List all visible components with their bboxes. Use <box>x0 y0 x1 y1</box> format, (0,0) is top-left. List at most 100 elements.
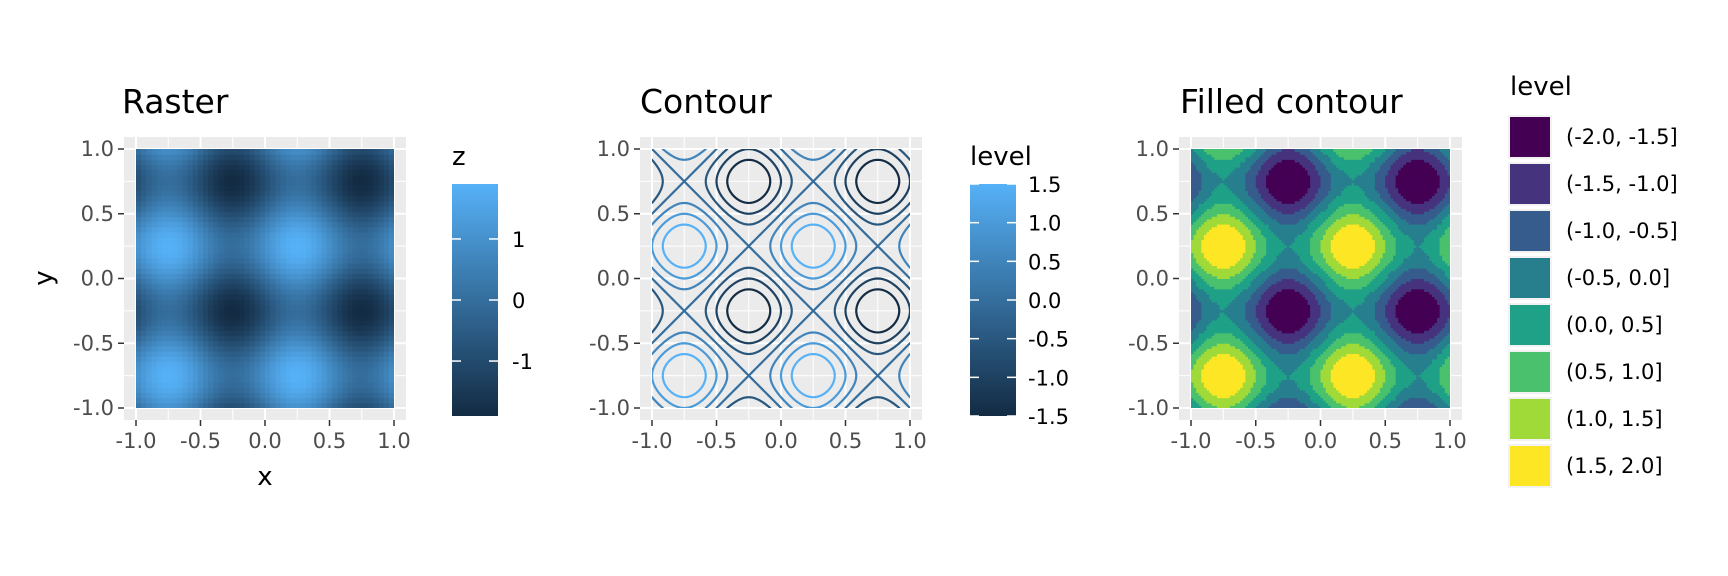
filled-cell <box>1203 151 1208 155</box>
filled-cell <box>1219 237 1223 241</box>
filled-cell <box>1245 255 1249 259</box>
raster-cell <box>213 159 220 166</box>
raster-cell <box>161 278 168 285</box>
filled-cell <box>1216 278 1220 282</box>
raster-cell <box>136 382 142 388</box>
filled-cell <box>1229 348 1233 352</box>
filled-cell <box>1203 213 1208 217</box>
filled-cell <box>1216 185 1220 189</box>
raster-cell <box>311 356 318 362</box>
raster-cell <box>254 252 261 259</box>
filled-cell <box>1227 395 1231 399</box>
filled-cell <box>1242 330 1246 334</box>
filled-cell <box>1224 193 1228 197</box>
raster-cell <box>306 169 313 176</box>
filled-cell <box>1242 174 1246 178</box>
filled-cell <box>1224 405 1228 408</box>
raster-cell <box>280 376 287 383</box>
raster-cell <box>373 309 380 316</box>
filled-cell <box>1232 306 1236 311</box>
raster-cell <box>337 351 343 357</box>
filled-cell <box>1227 180 1231 184</box>
filled-cell <box>1203 314 1208 318</box>
filled-cell <box>1219 164 1223 168</box>
raster-cell <box>177 190 184 197</box>
filled-cell <box>1235 361 1239 365</box>
raster-cell <box>321 309 328 316</box>
filled-cell <box>1201 231 1205 235</box>
filled-cell <box>1232 159 1236 163</box>
filled-cell <box>1247 338 1252 342</box>
filled-cell <box>1229 286 1233 290</box>
raster-cell <box>249 268 256 274</box>
filled-cell <box>1216 327 1220 331</box>
filled-cell <box>1216 384 1220 388</box>
filled-cell <box>1237 250 1241 254</box>
raster-cell <box>254 278 261 285</box>
raster-cell <box>311 314 318 321</box>
raster-cell <box>218 371 225 378</box>
filled-cell <box>1209 384 1213 388</box>
raster-cell <box>249 299 256 305</box>
filled-cell <box>1227 286 1231 290</box>
raster-cell <box>182 304 189 311</box>
raster-cell <box>378 314 385 321</box>
raster-cell <box>166 361 173 368</box>
filled-cell <box>1216 273 1220 277</box>
filled-cell <box>1247 213 1252 217</box>
filled-cell <box>1245 281 1249 285</box>
filled-cell <box>1247 169 1252 173</box>
filled-cell <box>1203 361 1208 365</box>
filled-cell <box>1203 291 1208 295</box>
raster-cell <box>373 382 380 388</box>
raster-cell <box>378 335 385 342</box>
filled-cell <box>1201 397 1205 401</box>
filled-cell <box>1222 330 1226 334</box>
filled-cell <box>1196 317 1200 321</box>
filled-cell <box>1229 260 1233 264</box>
filled-cell <box>1216 376 1220 381</box>
raster-cell <box>285 392 292 399</box>
filled-cell <box>1245 327 1249 331</box>
raster-cell <box>383 325 390 331</box>
filled-cell <box>1203 167 1208 171</box>
raster-cell <box>270 195 276 202</box>
filled-cell <box>1198 255 1202 259</box>
filled-cell <box>1211 247 1215 251</box>
filled-cell <box>1247 226 1252 230</box>
raster-cell <box>218 174 225 181</box>
raster-cell <box>388 180 394 186</box>
raster-cell <box>285 154 292 160</box>
filled-cell <box>1240 278 1244 282</box>
filled-cell <box>1229 296 1233 300</box>
filled-cell <box>1235 180 1239 184</box>
raster-cell <box>208 382 214 388</box>
filled-cell <box>1216 294 1220 298</box>
raster-cell <box>187 185 194 192</box>
raster-cell <box>218 200 225 207</box>
raster-cell <box>239 392 245 399</box>
filled-cell <box>1237 325 1241 329</box>
filled-cell <box>1250 363 1254 368</box>
raster-cell <box>275 257 282 264</box>
filled-cell <box>1235 395 1239 399</box>
filled-cell <box>1203 216 1208 220</box>
raster-cell <box>192 247 199 254</box>
filled-cell <box>1214 231 1218 235</box>
raster-cell <box>156 211 163 217</box>
raster-cell <box>213 345 220 352</box>
raster-cell <box>347 247 354 254</box>
raster-cell <box>373 216 380 223</box>
raster-cell <box>280 371 287 378</box>
raster-cell <box>285 185 292 192</box>
raster-cell <box>136 273 142 280</box>
raster-cell <box>234 278 240 285</box>
filled-cell <box>1242 395 1246 399</box>
raster-cell <box>373 262 380 269</box>
raster-cell <box>136 247 142 254</box>
filled-cell <box>1242 154 1246 158</box>
raster-cell <box>285 221 292 228</box>
raster-cell <box>326 335 333 342</box>
raster-cell <box>280 242 287 249</box>
filled-cell <box>1196 193 1200 197</box>
